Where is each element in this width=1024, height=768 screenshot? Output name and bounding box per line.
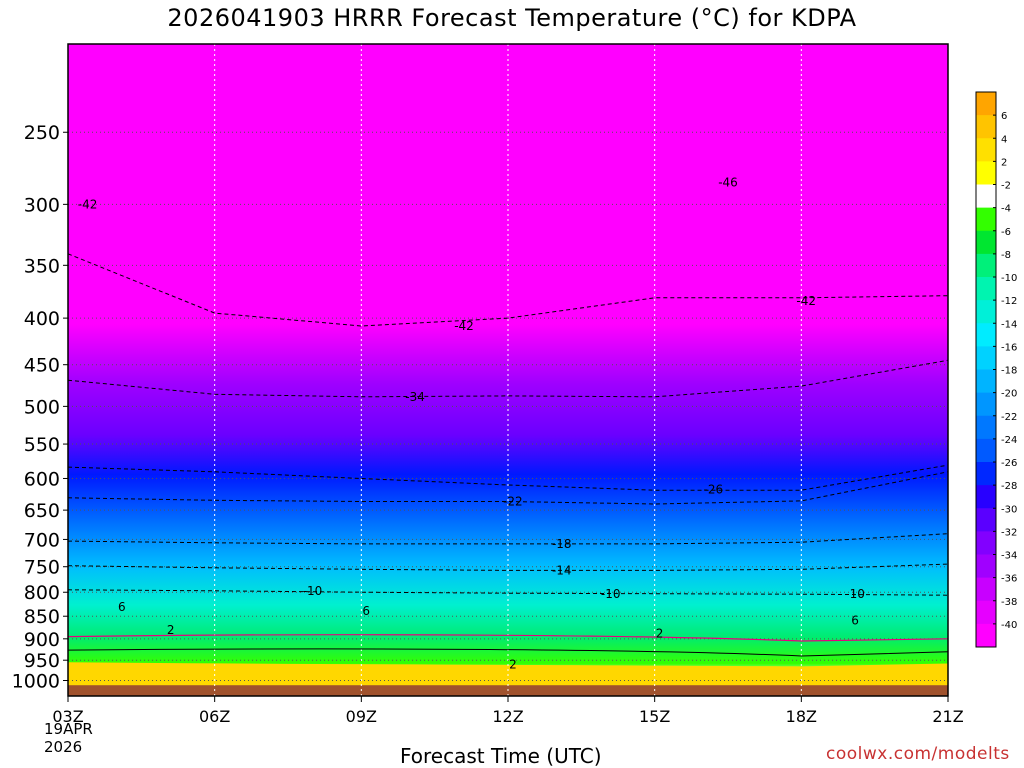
colorbar-label: 6 [1001, 111, 1007, 122]
y-tick-label: 250 [24, 122, 60, 144]
y-tick-label: 800 [24, 582, 60, 604]
y-tick-label: 900 [24, 629, 60, 651]
colorbar-swatch [976, 438, 996, 463]
contour-label: 6 [851, 613, 859, 627]
y-tick-label: 300 [24, 194, 60, 216]
y-tick-label: 1000 [12, 670, 60, 692]
colorbar-swatch [976, 115, 996, 139]
y-tick-label: 650 [24, 500, 60, 522]
contour-label: 2 [509, 657, 517, 671]
contour-label: 6 [118, 600, 126, 614]
colorbar-label: -32 [1001, 527, 1017, 538]
colorbar-label: -22 [1001, 412, 1017, 423]
colorbar-swatch [976, 253, 996, 278]
contour-label: 2 [656, 627, 664, 641]
colorbar-label: -18 [1001, 366, 1017, 377]
colorbar-label: -6 [1001, 227, 1011, 238]
colorbar-label: -16 [1001, 342, 1017, 353]
contour-line-m34 [67, 359, 949, 398]
contour-label: -10 [601, 587, 621, 601]
contour-label: -26 [704, 483, 724, 497]
colorbar-label: -28 [1001, 481, 1017, 492]
colorbar-label: -26 [1001, 458, 1017, 469]
colorbar-label: -12 [1001, 296, 1017, 307]
colorbar-label: -38 [1001, 597, 1017, 608]
colorbar-swatch [976, 600, 996, 625]
colorbar-label: -40 [1001, 620, 1017, 631]
y-tick-label: 950 [24, 650, 60, 672]
x-tick-label: 21Z [932, 707, 963, 726]
contour-label: 2 [167, 623, 175, 637]
colorbar-swatch [976, 161, 996, 185]
contour-label: -42 [78, 197, 98, 211]
colorbar-label: -14 [1001, 319, 1017, 330]
colorbar-swatch [976, 508, 996, 532]
colorbar-swatch [976, 92, 996, 116]
colorbar-swatch [976, 485, 996, 509]
y-tick-label: 550 [24, 434, 60, 456]
y-tick-label: 350 [24, 255, 60, 277]
chart-title: 2026041903 HRRR Forecast Temperature (°C… [167, 4, 857, 32]
y-tick-label: 750 [24, 557, 60, 579]
x-tick-label: 15Z [639, 707, 670, 726]
colorbar-label: -20 [1001, 389, 1017, 400]
contour-label: -46 [718, 176, 738, 190]
colorbar-swatch [976, 323, 996, 347]
x-axis-label: Forecast Time (UTC) [400, 744, 602, 768]
y-tick-label: 450 [24, 355, 60, 377]
x-tick-label: 18Z [786, 707, 817, 726]
contour-label: -14 [552, 563, 572, 577]
contour-label: -10 [845, 587, 865, 601]
contour-label: -18 [552, 537, 572, 551]
contour-label: 6 [362, 604, 370, 618]
colorbar-label: -34 [1001, 551, 1017, 562]
colorbar-swatch [976, 392, 996, 417]
colorbar-swatch [976, 277, 996, 301]
colorbar-label: 4 [1001, 134, 1007, 145]
freezing-line [67, 634, 949, 642]
y-tick-label: 700 [24, 529, 60, 551]
contour-line-2 [67, 648, 949, 657]
x-tick-label: 09Z [346, 707, 377, 726]
colorbar-swatch [976, 300, 996, 324]
colorbar-swatch [976, 415, 996, 440]
colorbar-swatch [976, 462, 996, 486]
x-tick-label: 12Z [492, 707, 523, 726]
colorbar-swatch [976, 346, 996, 370]
y-tick-label: 600 [24, 468, 60, 490]
colorbar-swatch [976, 230, 996, 255]
colorbar-swatch [976, 623, 996, 648]
credit-link[interactable]: coolwx.com/modelts [826, 744, 1010, 764]
colorbar-swatch [976, 531, 996, 555]
date-label-year: 2026 [44, 738, 83, 756]
contour-label: -42 [796, 294, 816, 308]
y-tick-label: 400 [24, 308, 60, 330]
colorbar-label: -4 [1001, 204, 1011, 215]
y-tick-label: 500 [24, 396, 60, 418]
colorbar-label: 2 [1001, 157, 1007, 168]
x-tick-label: 06Z [199, 707, 230, 726]
contour-label: -10 [303, 584, 323, 598]
date-label-day: 19APR [44, 720, 93, 738]
colorbar-swatch [976, 207, 996, 232]
colorbar-label: -2 [1001, 181, 1011, 192]
contour-label: -22 [503, 495, 523, 509]
colorbar-swatch [976, 369, 996, 394]
colorbar-label: -10 [1001, 273, 1017, 284]
colorbar-swatch [976, 184, 996, 209]
x-tick-label: 03Z [52, 707, 83, 726]
colorbar-label: -24 [1001, 435, 1017, 446]
colorbar-swatch [976, 138, 996, 162]
colorbar-label: -36 [1001, 574, 1017, 585]
contour-label: -42 [454, 319, 474, 333]
colorbar-label: -8 [1001, 250, 1011, 261]
y-tick-label: 850 [24, 606, 60, 628]
colorbar-label: -30 [1001, 504, 1017, 515]
colorbar-swatch [976, 577, 996, 602]
colorbar-swatch [976, 554, 996, 579]
contour-label: -34 [405, 390, 425, 404]
